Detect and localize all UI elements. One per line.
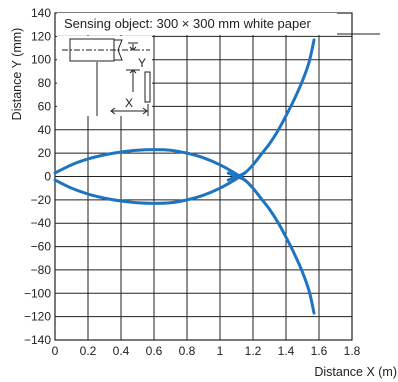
x-tick-label: 0.2: [80, 344, 97, 358]
y-tick-label: −80: [31, 263, 52, 277]
y-axis-title: Distance Y (mm): [10, 28, 24, 121]
x-tick-label: 0: [52, 344, 59, 358]
y-tick-label: −140: [24, 333, 51, 347]
y-tick-label: 120: [31, 29, 51, 43]
y-tick-label: 60: [38, 99, 52, 113]
y-tick-label: −20: [31, 193, 52, 207]
y-tick-label: 20: [38, 146, 52, 160]
y-tick-label: 140: [31, 6, 51, 20]
annotation-box: [57, 13, 337, 35]
series-line: [226, 171, 316, 315]
series-line: [53, 171, 247, 205]
y-arrow-down-icon: [129, 46, 137, 51]
y-tick-label: 40: [38, 123, 52, 137]
x-tick-label: 1.6: [311, 344, 328, 358]
y-tick-label: 0: [44, 170, 51, 184]
y-tick-label: −40: [31, 216, 52, 230]
series-line: [53, 148, 247, 182]
diagram-x-label: X: [125, 96, 133, 110]
x-arrow-right-icon: [142, 107, 148, 115]
x-tick-label: 0.4: [113, 344, 130, 358]
x-arrow-left-icon: [110, 107, 116, 115]
annotation-text: Sensing object: 300 × 300 mm white paper: [64, 16, 311, 31]
y-tick-label: −120: [24, 310, 51, 324]
x-tick-label: 0.6: [146, 344, 163, 358]
x-tick-label: 0.8: [179, 344, 196, 358]
y-tick-labels: 140 120 100 80 60 40 20 0 −20 −40 −60 −80 −100 −120 −1…: [24, 6, 51, 347]
target-object-icon: [144, 71, 151, 103]
x-tick-label: 1: [217, 344, 224, 358]
series-line: [226, 38, 316, 182]
curves: [53, 38, 316, 315]
x-tick-label: 1.4: [278, 344, 295, 358]
x-tick-label: 1.8: [344, 344, 361, 358]
x-axis-title: Distance X (m): [314, 365, 397, 379]
sensor-diagram: Y X: [57, 36, 152, 116]
y-tick-label: 80: [38, 76, 52, 90]
y-tick-label: 100: [31, 53, 51, 67]
x-tick-label: 1.2: [245, 344, 262, 358]
y-tick-label: −60: [31, 240, 52, 254]
x-tick-labels: 0 0.2 0.4 0.6 0.8 1 1.2 1.4 1.6 1.8: [52, 344, 361, 358]
y-tick-label: −100: [24, 286, 51, 300]
diagram-y-label: Y: [138, 56, 146, 70]
